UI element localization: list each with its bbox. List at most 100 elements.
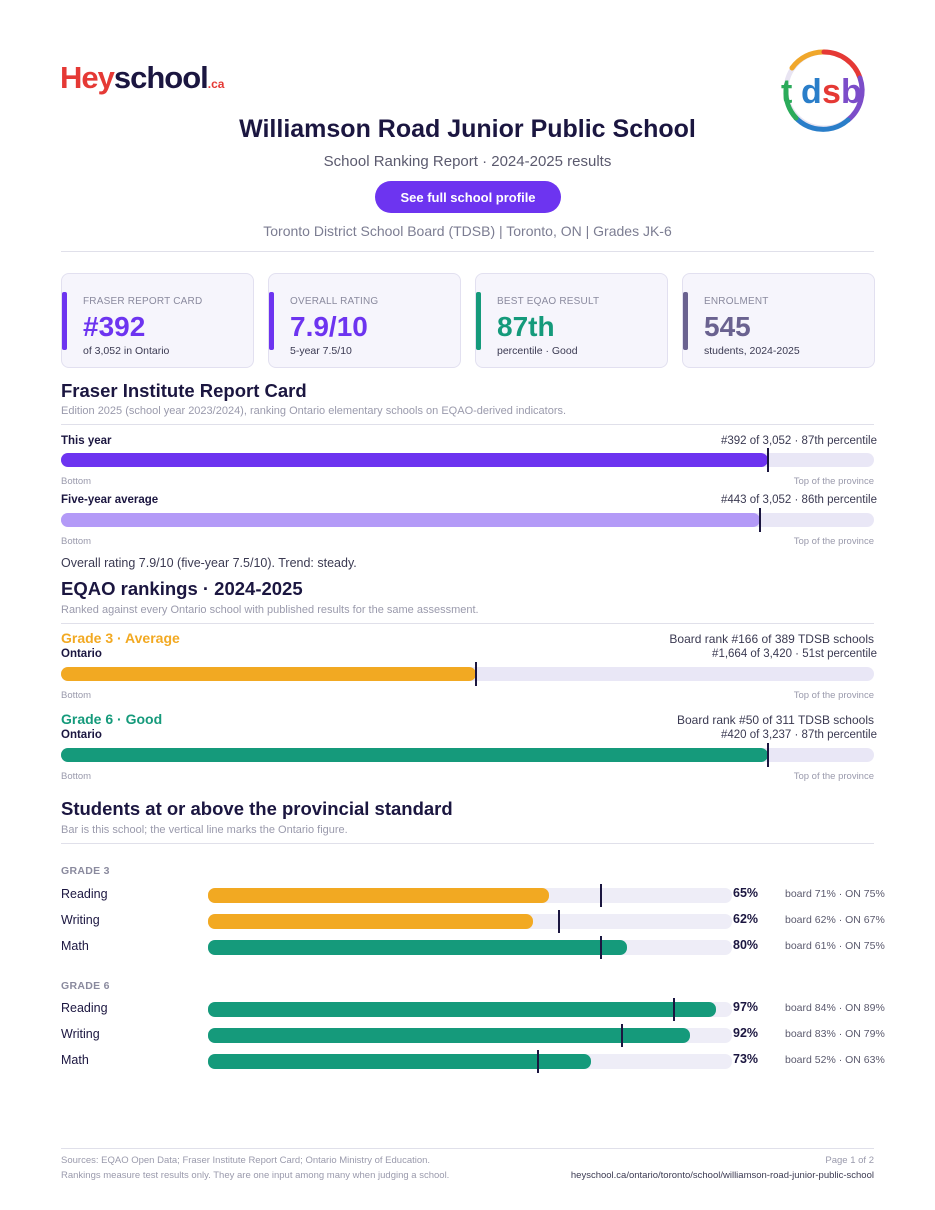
comparison-text: board 71% · ON 75% — [785, 888, 885, 900]
ontario-marker — [558, 910, 561, 933]
footer-page-number: Page 1 of 2 — [825, 1155, 874, 1166]
school-percent: 80% — [733, 938, 759, 952]
school-percent: 97% — [733, 1000, 759, 1014]
grade6-heading: Grade 6 · Good — [61, 711, 163, 727]
fraser-this-year-rank: #392 of 3,052 · 87th percentile — [720, 435, 877, 447]
fraser-this-year-track — [61, 448, 874, 472]
ontario-marker — [620, 1024, 623, 1047]
scale-bottom: Bottom — [61, 536, 92, 547]
school-meta: Toronto District School Board (TDSB) | T… — [263, 223, 672, 239]
grade3-standard-label: GRADE 3 — [61, 865, 110, 877]
grade6-math-row: Math 73% board 52% · ON 63% — [61, 1050, 921, 1073]
tdsb-s: s — [822, 73, 841, 111]
divider — [61, 251, 874, 252]
fraser-title: Fraser Institute Report Card — [61, 380, 307, 401]
footer-disclaimer: Rankings measure test results only. They… — [61, 1170, 450, 1181]
grade3-board-rank: Board rank #166 of 389 TDSB schools — [669, 632, 874, 646]
comparison-text: board 84% · ON 89% — [785, 1002, 885, 1014]
school-bar — [208, 1054, 591, 1069]
scale-top: Top of the province — [793, 476, 874, 487]
eqao-note: Ranked against every Ontario school with… — [61, 604, 479, 616]
ontario-marker — [600, 936, 602, 959]
footer-url[interactable]: heyschool.ca/ontario/toronto/school/will… — [570, 1170, 874, 1181]
school-bar — [208, 1028, 691, 1043]
standard-track — [208, 1050, 732, 1073]
card-enrolment: ENROLMENT 545 students, 2024-2025 — [682, 273, 875, 368]
school-percent: 92% — [733, 1026, 759, 1040]
fraser-note: Edition 2025 (school year 2023/2024), ra… — [61, 405, 567, 417]
tdsb-t: t — [781, 73, 792, 111]
standard-note: Bar is this school; the vertical line ma… — [61, 824, 348, 836]
grade6-ontario-label: Ontario — [61, 729, 102, 741]
school-bar — [208, 914, 533, 929]
fraser-five-year-label: Five-year average — [61, 494, 159, 506]
subject-label: Reading — [61, 887, 108, 901]
subject-label: Math — [61, 1053, 89, 1067]
see-full-profile-button[interactable]: See full school profile — [375, 181, 561, 213]
scale-top: Top of the province — [793, 536, 874, 547]
tdsb-logo: t d s b — [781, 49, 865, 132]
fraser-this-year-fill — [61, 453, 769, 467]
card-best-eqao: BEST EQAO RESULT 87th percentile · Good — [475, 273, 668, 368]
subject-label: Writing — [61, 913, 100, 927]
grade3-reading-row: Reading 65% board 71% · ON 75% — [61, 884, 921, 907]
grade3-marker — [474, 662, 477, 686]
grade3-track — [61, 662, 874, 686]
fraser-summary: Overall rating 7.9/10 (five-year 7.5/10)… — [61, 556, 357, 570]
comparison-text: board 83% · ON 79% — [785, 1028, 885, 1040]
grade3-heading: Grade 3 · Average — [61, 630, 180, 646]
tdsb-d: d — [801, 73, 822, 111]
school-bar — [208, 1002, 717, 1017]
footer-sources: Sources: EQAO Open Data; Fraser Institut… — [61, 1155, 431, 1166]
grade3-ontario-rank: #1,664 of 3,420 · 51st percentile — [712, 648, 877, 660]
scale-top: Top of the province — [793, 690, 874, 701]
grade6-standard-label: GRADE 6 — [61, 980, 110, 992]
grade6-marker — [767, 743, 770, 767]
scale-bottom: Bottom — [61, 690, 92, 701]
fraser-five-year-marker — [759, 508, 762, 532]
fraser-five-year-rank: #443 of 3,052 · 86th percentile — [720, 494, 877, 506]
fraser-five-year-fill — [61, 513, 761, 527]
eqao-title: EQAO rankings · 2024-2025 — [61, 578, 303, 599]
card-overall-rating: OVERALL RATING 7.9/10 5-year 7.5/10 — [268, 273, 461, 368]
scale-bottom: Bottom — [61, 771, 92, 782]
comparison-text: board 52% · ON 63% — [785, 1054, 885, 1066]
ontario-marker — [537, 1050, 540, 1073]
standard-track — [208, 910, 732, 933]
scale-top: Top of the province — [793, 771, 874, 782]
subject-label: Writing — [61, 1027, 100, 1041]
grade3-writing-row: Writing 62% board 62% · ON 67% — [61, 910, 921, 933]
standard-title: Students at or above the provincial stan… — [61, 798, 453, 819]
grade3-math-row: Math 80% board 61% · ON 75% — [61, 936, 921, 959]
card-fraser-rank: FRASER REPORT CARD #392 of 3,052 in Onta… — [61, 273, 254, 368]
subject-label: Math — [61, 939, 89, 953]
tdsb-b: b — [841, 73, 862, 111]
school-bar — [208, 888, 549, 903]
comparison-text: board 61% · ON 75% — [785, 940, 885, 952]
grade6-track — [61, 743, 874, 767]
grade6-reading-row: Reading 97% board 84% · ON 89% — [61, 998, 921, 1021]
comparison-text: board 62% · ON 67% — [785, 914, 885, 926]
fraser-this-year-marker — [767, 448, 770, 472]
fraser-five-year-track — [61, 508, 874, 532]
ontario-marker — [600, 884, 602, 907]
grade6-fill — [61, 748, 769, 762]
school-percent: 73% — [733, 1052, 759, 1066]
heyschool-logo: Heyschool.ca — [60, 60, 225, 95]
standard-track — [208, 1024, 732, 1047]
subject-label: Reading — [61, 1001, 108, 1015]
ontario-marker — [673, 998, 676, 1021]
standard-track — [208, 998, 732, 1021]
grade3-ontario-label: Ontario — [61, 648, 102, 660]
school-name: Williamson Road Junior Public School — [239, 115, 696, 143]
school-bar — [208, 940, 628, 955]
school-percent: 62% — [733, 912, 759, 926]
report-subtitle: School Ranking Report · 2024-2025 result… — [323, 153, 612, 170]
fraser-this-year-label: This year — [61, 435, 112, 447]
standard-track — [208, 884, 732, 907]
scale-bottom: Bottom — [61, 476, 92, 487]
school-percent: 65% — [733, 886, 759, 900]
standard-track — [208, 936, 732, 959]
grade6-board-rank: Board rank #50 of 311 TDSB schools — [676, 713, 874, 727]
grade3-fill — [61, 667, 476, 681]
